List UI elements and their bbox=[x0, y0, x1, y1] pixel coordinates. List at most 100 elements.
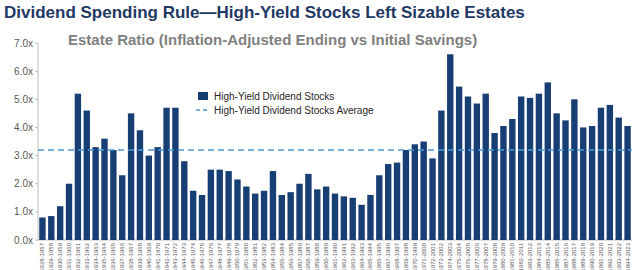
bar bbox=[474, 104, 480, 240]
legend-label: High-Yield Dividend Stocks bbox=[214, 91, 334, 102]
bar bbox=[553, 113, 559, 240]
x-tick-label: 1947-1976 bbox=[208, 242, 214, 270]
x-tick-label: 1952-1981 bbox=[252, 242, 258, 270]
x-tick-label: 1930-1959 bbox=[57, 242, 63, 270]
bar bbox=[616, 118, 622, 240]
x-tick-label: 1991-2020 bbox=[598, 242, 604, 270]
x-tick-label: 1932-1961 bbox=[75, 242, 81, 270]
x-tick-label: 1970-1999 bbox=[412, 242, 418, 270]
x-tick-label: 1936-1965 bbox=[110, 242, 116, 270]
bar bbox=[279, 195, 285, 240]
x-tick-label: 1989-2018 bbox=[580, 242, 586, 270]
bar bbox=[190, 191, 196, 240]
x-tick-label: 1955-1984 bbox=[279, 242, 285, 270]
bar bbox=[261, 191, 267, 240]
x-tick-label: 1963-1992 bbox=[350, 242, 356, 270]
x-tick-label: 1983-2012 bbox=[527, 242, 533, 270]
x-tick-label: 1992-2021 bbox=[607, 242, 613, 270]
x-tick-label: 1933-1962 bbox=[84, 242, 90, 270]
legend-background bbox=[194, 88, 404, 118]
x-tick-label: 1944-1973 bbox=[181, 242, 187, 270]
title: Dividend Spending Rule—High-Yield Stocks… bbox=[4, 3, 525, 22]
bar bbox=[465, 96, 471, 240]
bar bbox=[181, 161, 187, 240]
x-tick-label: 1953-1982 bbox=[261, 242, 267, 270]
x-tick-label: 1967-1996 bbox=[385, 242, 391, 270]
x-tick-label: 1994-2023 bbox=[625, 242, 631, 270]
bar bbox=[350, 198, 356, 240]
x-tick-label: 1943-1972 bbox=[172, 242, 178, 270]
x-tick-label: 1986-2015 bbox=[554, 242, 560, 270]
y-tick-label: 6.0x bbox=[14, 66, 33, 77]
bar bbox=[84, 111, 90, 240]
x-tick-label: 1961-1990 bbox=[332, 242, 338, 270]
bar bbox=[208, 170, 214, 240]
x-tick-label: 1968-1997 bbox=[394, 242, 400, 270]
bar bbox=[562, 120, 568, 240]
x-tick-label: 1962-1991 bbox=[341, 242, 347, 270]
bar bbox=[217, 170, 223, 240]
bar bbox=[287, 192, 293, 240]
bar bbox=[101, 139, 107, 240]
y-tick-label: 3.0x bbox=[14, 150, 33, 161]
x-tick-label: 1966-1995 bbox=[376, 242, 382, 270]
bar bbox=[447, 54, 453, 240]
bar bbox=[500, 126, 506, 240]
x-tick-label: 1958-1987 bbox=[305, 242, 311, 270]
x-tick-label: 1964-1993 bbox=[359, 242, 365, 270]
average-line bbox=[38, 149, 632, 151]
bar bbox=[296, 184, 302, 240]
bar bbox=[358, 205, 364, 240]
bar bbox=[420, 142, 426, 241]
bar bbox=[172, 108, 178, 240]
legend: High-Yield Dividend Stocks High-Yield Div… bbox=[194, 88, 404, 118]
bar bbox=[252, 194, 258, 240]
x-tick-label: 1942-1971 bbox=[164, 242, 170, 270]
bar bbox=[234, 179, 240, 240]
bar bbox=[367, 195, 373, 240]
x-tick-label: 1946-1975 bbox=[199, 242, 205, 270]
x-tick-label: 1937-1966 bbox=[119, 242, 125, 270]
x-tick-label: 1982-2011 bbox=[518, 242, 524, 270]
x-tick-label: 1975-2004 bbox=[456, 242, 462, 270]
x-tick-label: 1951-1980 bbox=[243, 242, 249, 270]
x-tick-label: 1984-2013 bbox=[536, 242, 542, 270]
x-tick-label: 1976-2005 bbox=[465, 242, 471, 270]
x-tick-label: 1934-1963 bbox=[93, 242, 99, 270]
bar bbox=[75, 94, 81, 240]
x-tick-label: 1979-2008 bbox=[492, 242, 498, 270]
bar bbox=[128, 113, 134, 240]
x-tick-label: 1940-1969 bbox=[146, 242, 152, 270]
bar bbox=[48, 216, 54, 240]
bar bbox=[57, 206, 63, 240]
x-tick-label: 1978-2007 bbox=[483, 242, 489, 270]
x-tick-label: 1987-2016 bbox=[563, 242, 569, 270]
x-tick-label: 1928-1957 bbox=[39, 242, 45, 270]
x-tick-label: 1971-2000 bbox=[421, 242, 427, 270]
x-tick-label: 1969-1998 bbox=[403, 242, 409, 270]
x-tick-label: 1929-1958 bbox=[48, 242, 54, 270]
chart-svg: Dividend Spending Rule—High-Yield Stocks… bbox=[0, 0, 640, 270]
legend-swatch bbox=[198, 92, 208, 100]
bar bbox=[483, 94, 489, 240]
bar bbox=[39, 217, 45, 240]
bar bbox=[163, 108, 169, 240]
legend-label: High-Yield Dividend Stocks Average bbox=[214, 105, 374, 116]
x-tick-label: 1965-1994 bbox=[367, 242, 373, 270]
bar bbox=[66, 184, 72, 240]
bar bbox=[491, 133, 497, 240]
legend-swatch bbox=[196, 109, 210, 111]
bar bbox=[199, 195, 205, 240]
x-tick-label: 1949-1978 bbox=[226, 242, 232, 270]
bar bbox=[429, 158, 435, 240]
bar bbox=[624, 126, 630, 240]
x-tick-label: 1938-1967 bbox=[128, 242, 134, 270]
x-tick-label: 1960-1989 bbox=[323, 242, 329, 270]
x-tick-label: 1980-2009 bbox=[500, 242, 506, 270]
y-tick-label: 5.0x bbox=[14, 94, 33, 105]
bar bbox=[385, 164, 391, 240]
bar bbox=[607, 105, 613, 240]
x-tick-label: 1972-2001 bbox=[430, 242, 436, 270]
bar bbox=[110, 150, 116, 240]
x-tick-label: 1977-2006 bbox=[474, 242, 480, 270]
